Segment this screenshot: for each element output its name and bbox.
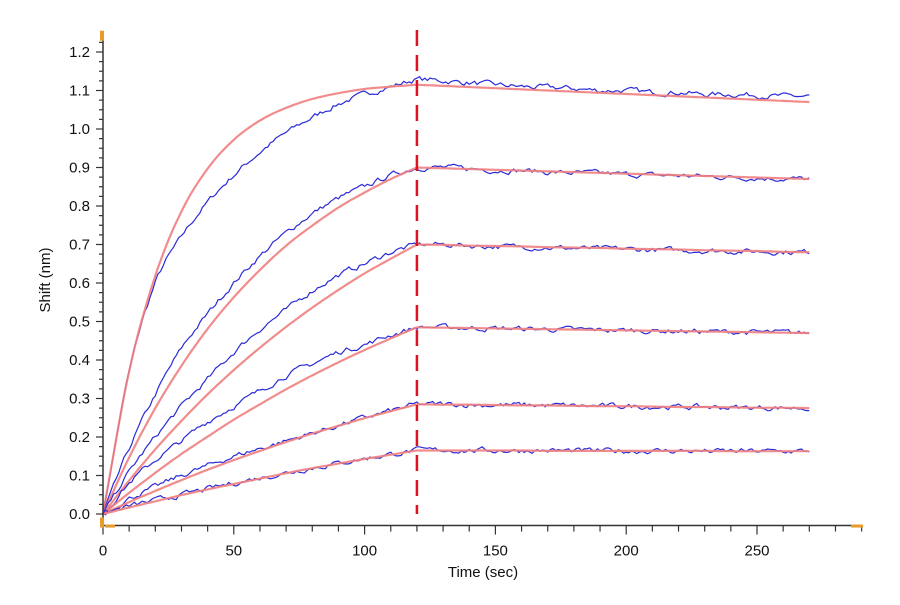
sensorgram-5 [102, 400, 810, 516]
sensorgram-4 [102, 323, 810, 515]
y-tick-label: 0.5 [69, 314, 90, 331]
y-tick-label: 0.6 [69, 275, 90, 292]
x-axis-title: Time (sec) [448, 564, 518, 581]
fit-curve-5 [102, 403, 810, 515]
sensorgram-2 [101, 163, 810, 515]
measured-curve-5 [102, 400, 810, 516]
measured-curve-2 [102, 163, 810, 515]
y-tick-label: 0.7 [69, 237, 90, 254]
x-axis-max-handle[interactable] [851, 524, 864, 528]
x-tick-label: 150 [483, 543, 508, 560]
x-tick-label: 250 [744, 543, 769, 560]
y-tick-label: 1.1 [69, 83, 90, 100]
fit-curve-4 [102, 326, 810, 515]
y-tick-label: 0.3 [69, 391, 90, 408]
fit-curve-2 [101, 166, 810, 515]
sensorgram-6 [102, 446, 810, 516]
measured-curve-3 [102, 241, 810, 515]
y-tick-label: 0.0 [69, 506, 90, 523]
x-axis-min-handle[interactable] [105, 524, 115, 528]
y-tick-label: 0.4 [69, 352, 90, 369]
fit-curve-6 [102, 449, 810, 516]
y-axis-min-handle[interactable] [100, 517, 104, 528]
y-tick-label: 0.8 [69, 198, 90, 215]
x-tick-label: 100 [352, 543, 377, 560]
series-layer [101, 75, 810, 516]
sensorgram-1 [101, 75, 810, 515]
fit-curve-3 [102, 243, 810, 515]
y-tick-label: 0.2 [69, 429, 90, 446]
y-tick-label: 0.9 [69, 160, 90, 177]
measured-curve-1 [102, 75, 810, 515]
axes: 0.0 0.1 0.2 0.3 0.4 0.5 0.6 0.7 0.8 0.9 1.0 1.1 1.2 0… [69, 30, 864, 560]
y-tick-label: 1.2 [69, 44, 90, 61]
x-tick-label: 0 [99, 543, 107, 560]
y-tick-label: 1.0 [69, 121, 90, 138]
y-tick-label: 0.1 [69, 468, 90, 485]
y-axis-title: Shift (nm) [37, 247, 54, 312]
measured-curve-6 [102, 446, 810, 515]
x-tick-label: 50 [225, 543, 242, 560]
sensorgram-3 [102, 241, 810, 515]
fit-curve-1 [101, 83, 810, 515]
y-axis-max-handle[interactable] [100, 30, 104, 41]
x-tick-label: 200 [614, 543, 639, 560]
